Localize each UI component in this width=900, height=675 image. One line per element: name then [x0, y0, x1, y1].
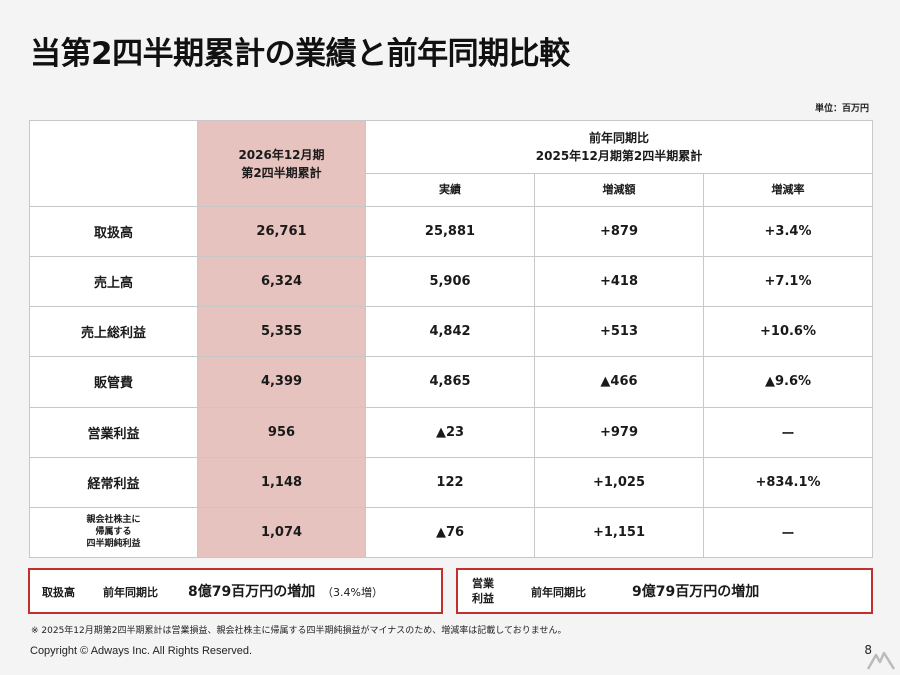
current-value: 26,761 — [197, 205, 366, 258]
prior-value: 4,842 — [365, 306, 535, 358]
table-row: 経常利益 1,148 122 +1,025 +834.1% — [29, 456, 874, 508]
change-rate: ▲9.6% — [702, 356, 874, 408]
current-value: 1,074 — [197, 506, 366, 559]
prior-value: ▲76 — [365, 506, 535, 559]
unit-label: 単位：百万円 — [814, 104, 869, 114]
page-number: 8 — [864, 643, 872, 657]
header-current-period: 2026年12月期 第2四半期累計 — [197, 120, 366, 207]
slide-title: 当第2四半期累計の業績と前年同期比較 — [30, 36, 570, 72]
row-label: 営業利益 — [29, 406, 198, 458]
row-label: 売上総利益 — [29, 306, 198, 358]
watermark-logo-icon — [866, 651, 896, 670]
row-label: 経常利益 — [29, 456, 198, 508]
change-amount: +418 — [534, 256, 704, 308]
change-rate: ー — [702, 506, 874, 559]
highlight-note: （3.4%増） — [322, 586, 383, 599]
header-change-amount: 増減額 — [534, 173, 704, 207]
footnote: ※ 2025年12月期第2四半期累計は営業損益、親会社株主に帰属する四半期純損益… — [31, 626, 567, 636]
row-label: 販管費 — [29, 356, 198, 408]
current-value: 1,148 — [197, 456, 366, 508]
table-row: 営業利益 956 ▲23 +979 ー — [29, 406, 874, 458]
current-value: 956 — [197, 406, 366, 458]
highlight-label: 営業 利益 — [472, 577, 494, 605]
change-rate: +10.6% — [702, 306, 874, 358]
change-amount: +513 — [534, 306, 704, 358]
prior-value: 5,906 — [365, 256, 535, 308]
highlight-value: 8億79百万円の増加 — [188, 584, 316, 600]
highlight-box-transaction-volume: 取扱高 前年同期比 8億79百万円の増加 （3.4%増） — [28, 568, 443, 614]
change-rate: +834.1% — [702, 456, 874, 508]
row-label: 取扱高 — [29, 205, 198, 258]
copyright: Copyright © Adways Inc. All Rights Reser… — [30, 645, 253, 657]
highlight-comparison: 前年同期比 — [103, 586, 158, 599]
highlight-box-operating-profit: 営業 利益 前年同期比 9億79百万円の増加 — [456, 568, 873, 614]
table-row: 販管費 4,399 4,865 ▲466 ▲9.6% — [29, 356, 874, 408]
table-row: 親会社株主に 帰属する 四半期純利益 1,074 ▲76 +1,151 ー — [29, 506, 874, 559]
change-amount: ▲466 — [534, 356, 704, 408]
header-actual: 実績 — [365, 173, 535, 207]
current-value: 4,399 — [197, 356, 366, 408]
table-row: 取扱高 26,761 25,881 +879 +3.4% — [29, 205, 874, 258]
table-row: 売上総利益 5,355 4,842 +513 +10.6% — [29, 306, 874, 358]
change-amount: +1,151 — [534, 506, 704, 559]
change-rate: +7.1% — [702, 256, 874, 308]
header-prior-period-group: 前年同期比 2025年12月期第2四半期累計 — [364, 120, 874, 174]
change-rate: ー — [702, 406, 874, 458]
row-label: 売上高 — [29, 256, 198, 308]
prior-value: 122 — [365, 456, 535, 508]
change-amount: +979 — [534, 406, 704, 458]
change-amount: +1,025 — [534, 456, 704, 508]
highlight-value: 9億79百万円の増加 — [632, 584, 760, 600]
results-table: 2026年12月期 第2四半期累計 前年同期比 2025年12月期第2四半期累計… — [29, 120, 874, 559]
highlight-label: 取扱高 — [42, 586, 75, 599]
current-value: 6,324 — [197, 256, 366, 308]
highlight-comparison: 前年同期比 — [531, 586, 586, 599]
change-rate: +3.4% — [702, 205, 874, 258]
prior-value: ▲23 — [365, 406, 535, 458]
header-empty-cell — [29, 120, 198, 207]
current-value: 5,355 — [197, 306, 366, 358]
prior-value: 4,865 — [365, 356, 535, 408]
prior-value: 25,881 — [365, 205, 535, 258]
table-row: 売上高 6,324 5,906 +418 +7.1% — [29, 256, 874, 308]
change-amount: +879 — [534, 205, 704, 258]
row-label: 親会社株主に 帰属する 四半期純利益 — [29, 506, 198, 559]
header-change-rate: 増減率 — [702, 173, 874, 207]
